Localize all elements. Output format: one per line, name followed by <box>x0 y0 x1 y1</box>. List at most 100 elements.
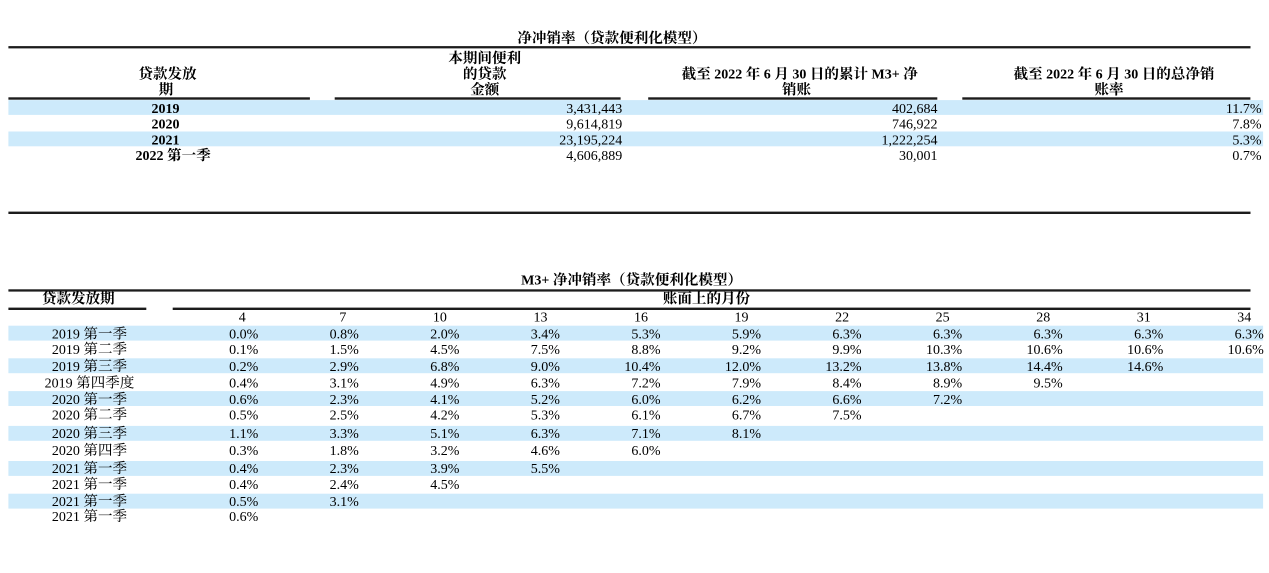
svg-text:0.4%: 0.4% <box>229 377 259 392</box>
svg-text:10.6%: 10.6% <box>1027 343 1064 358</box>
svg-text:2022: 2022 <box>136 149 164 164</box>
svg-text:28: 28 <box>1036 311 1050 326</box>
svg-text:M3+: M3+ <box>521 274 549 289</box>
svg-text:2022: 2022 <box>1046 68 1074 83</box>
svg-text:7.9%: 7.9% <box>732 377 762 392</box>
svg-text:19: 19 <box>735 311 749 326</box>
svg-text:2.5%: 2.5% <box>330 408 360 423</box>
svg-text:0.7%: 0.7% <box>1232 149 1262 164</box>
svg-text:5.2%: 5.2% <box>531 393 561 408</box>
svg-text:2021: 2021 <box>152 133 180 148</box>
svg-text:5.5%: 5.5% <box>531 462 561 477</box>
svg-text:3.3%: 3.3% <box>330 427 360 442</box>
svg-text:0.6%: 0.6% <box>229 510 259 525</box>
svg-text:0.5%: 0.5% <box>229 408 259 423</box>
svg-text:746,922: 746,922 <box>892 118 938 133</box>
svg-text:2.9%: 2.9% <box>330 360 360 375</box>
svg-text:2020: 2020 <box>52 408 80 423</box>
svg-text:3.4%: 3.4% <box>531 328 561 343</box>
svg-text:9,614,819: 9,614,819 <box>566 118 622 133</box>
svg-text:3.1%: 3.1% <box>330 377 360 392</box>
svg-text:13.8%: 13.8% <box>926 360 963 375</box>
svg-text:7.5%: 7.5% <box>832 408 862 423</box>
svg-text:34: 34 <box>1237 311 1251 326</box>
svg-text:2019: 2019 <box>52 360 80 375</box>
svg-text:402,684: 402,684 <box>892 102 938 117</box>
svg-text:8.1%: 8.1% <box>732 427 762 442</box>
svg-text:2020: 2020 <box>52 444 80 459</box>
svg-text:M3+: M3+ <box>872 68 900 83</box>
svg-text:6.0%: 6.0% <box>631 393 661 408</box>
svg-text:4.5%: 4.5% <box>430 478 460 493</box>
svg-text:10: 10 <box>433 311 447 326</box>
svg-text:4.1%: 4.1% <box>430 393 460 408</box>
svg-text:2021: 2021 <box>52 495 80 510</box>
svg-text:2020: 2020 <box>52 427 80 442</box>
svg-text:11.7%: 11.7% <box>1226 102 1262 117</box>
svg-text:0.6%: 0.6% <box>229 393 259 408</box>
svg-text:7.1%: 7.1% <box>631 427 661 442</box>
svg-text:2019: 2019 <box>52 328 80 343</box>
svg-text:0.5%: 0.5% <box>229 495 259 510</box>
svg-text:5.3%: 5.3% <box>631 328 661 343</box>
svg-text:2.4%: 2.4% <box>330 478 360 493</box>
svg-text:0.1%: 0.1% <box>229 343 259 358</box>
svg-text:6.3%: 6.3% <box>1235 328 1265 343</box>
svg-text:6.3%: 6.3% <box>531 427 561 442</box>
svg-text:1.1%: 1.1% <box>229 427 259 442</box>
svg-text:1,222,254: 1,222,254 <box>882 133 938 148</box>
svg-text:7: 7 <box>339 311 346 326</box>
svg-text:8.9%: 8.9% <box>933 377 963 392</box>
svg-text:6.3%: 6.3% <box>531 377 561 392</box>
svg-text:4.9%: 4.9% <box>430 377 460 392</box>
svg-text:10.4%: 10.4% <box>624 360 661 375</box>
svg-text:4.5%: 4.5% <box>430 343 460 358</box>
svg-text:30: 30 <box>1124 68 1138 83</box>
svg-text:9.9%: 9.9% <box>832 343 862 358</box>
svg-text:7.2%: 7.2% <box>631 377 661 392</box>
svg-text:8.8%: 8.8% <box>631 343 661 358</box>
svg-text:4.6%: 4.6% <box>531 444 561 459</box>
svg-text:6: 6 <box>1096 68 1103 83</box>
svg-text:13: 13 <box>533 311 547 326</box>
svg-text:6.8%: 6.8% <box>430 360 460 375</box>
svg-text:30,001: 30,001 <box>899 149 938 164</box>
svg-text:4.2%: 4.2% <box>430 408 460 423</box>
svg-text:2.0%: 2.0% <box>430 328 460 343</box>
svg-text:0.4%: 0.4% <box>229 462 259 477</box>
svg-text:10.3%: 10.3% <box>926 343 963 358</box>
svg-text:2.3%: 2.3% <box>330 462 360 477</box>
svg-text:2.3%: 2.3% <box>330 393 360 408</box>
svg-text:0.2%: 0.2% <box>229 360 259 375</box>
svg-text:7.8%: 7.8% <box>1232 118 1262 133</box>
svg-text:1.8%: 1.8% <box>330 444 360 459</box>
svg-text:2019: 2019 <box>45 377 73 392</box>
svg-text:10.6%: 10.6% <box>1127 343 1164 358</box>
svg-text:6.2%: 6.2% <box>732 393 762 408</box>
svg-text:5.1%: 5.1% <box>430 427 460 442</box>
svg-text:25: 25 <box>936 311 950 326</box>
svg-text:0.0%: 0.0% <box>229 328 259 343</box>
svg-text:16: 16 <box>634 311 648 326</box>
svg-text:1.5%: 1.5% <box>330 343 360 358</box>
svg-text:2021: 2021 <box>52 478 80 493</box>
svg-text:23,195,224: 23,195,224 <box>559 133 622 148</box>
svg-text:9.2%: 9.2% <box>732 343 762 358</box>
svg-text:7.5%: 7.5% <box>531 343 561 358</box>
svg-text:14.4%: 14.4% <box>1027 360 1064 375</box>
svg-text:12.0%: 12.0% <box>725 360 762 375</box>
svg-text:3,431,443: 3,431,443 <box>566 102 622 117</box>
svg-text:0.4%: 0.4% <box>229 478 259 493</box>
svg-text:2022: 2022 <box>714 68 742 83</box>
svg-text:9.0%: 9.0% <box>531 360 561 375</box>
svg-text:6.7%: 6.7% <box>732 408 762 423</box>
svg-text:6.3%: 6.3% <box>933 328 963 343</box>
svg-text:6.6%: 6.6% <box>832 393 862 408</box>
svg-text:6: 6 <box>764 68 771 83</box>
svg-text:10.6%: 10.6% <box>1228 343 1265 358</box>
svg-text:0.8%: 0.8% <box>330 328 360 343</box>
svg-text:22: 22 <box>835 311 849 326</box>
svg-text:2020: 2020 <box>152 118 180 133</box>
svg-text:9.5%: 9.5% <box>1034 377 1064 392</box>
svg-text:30: 30 <box>792 68 806 83</box>
